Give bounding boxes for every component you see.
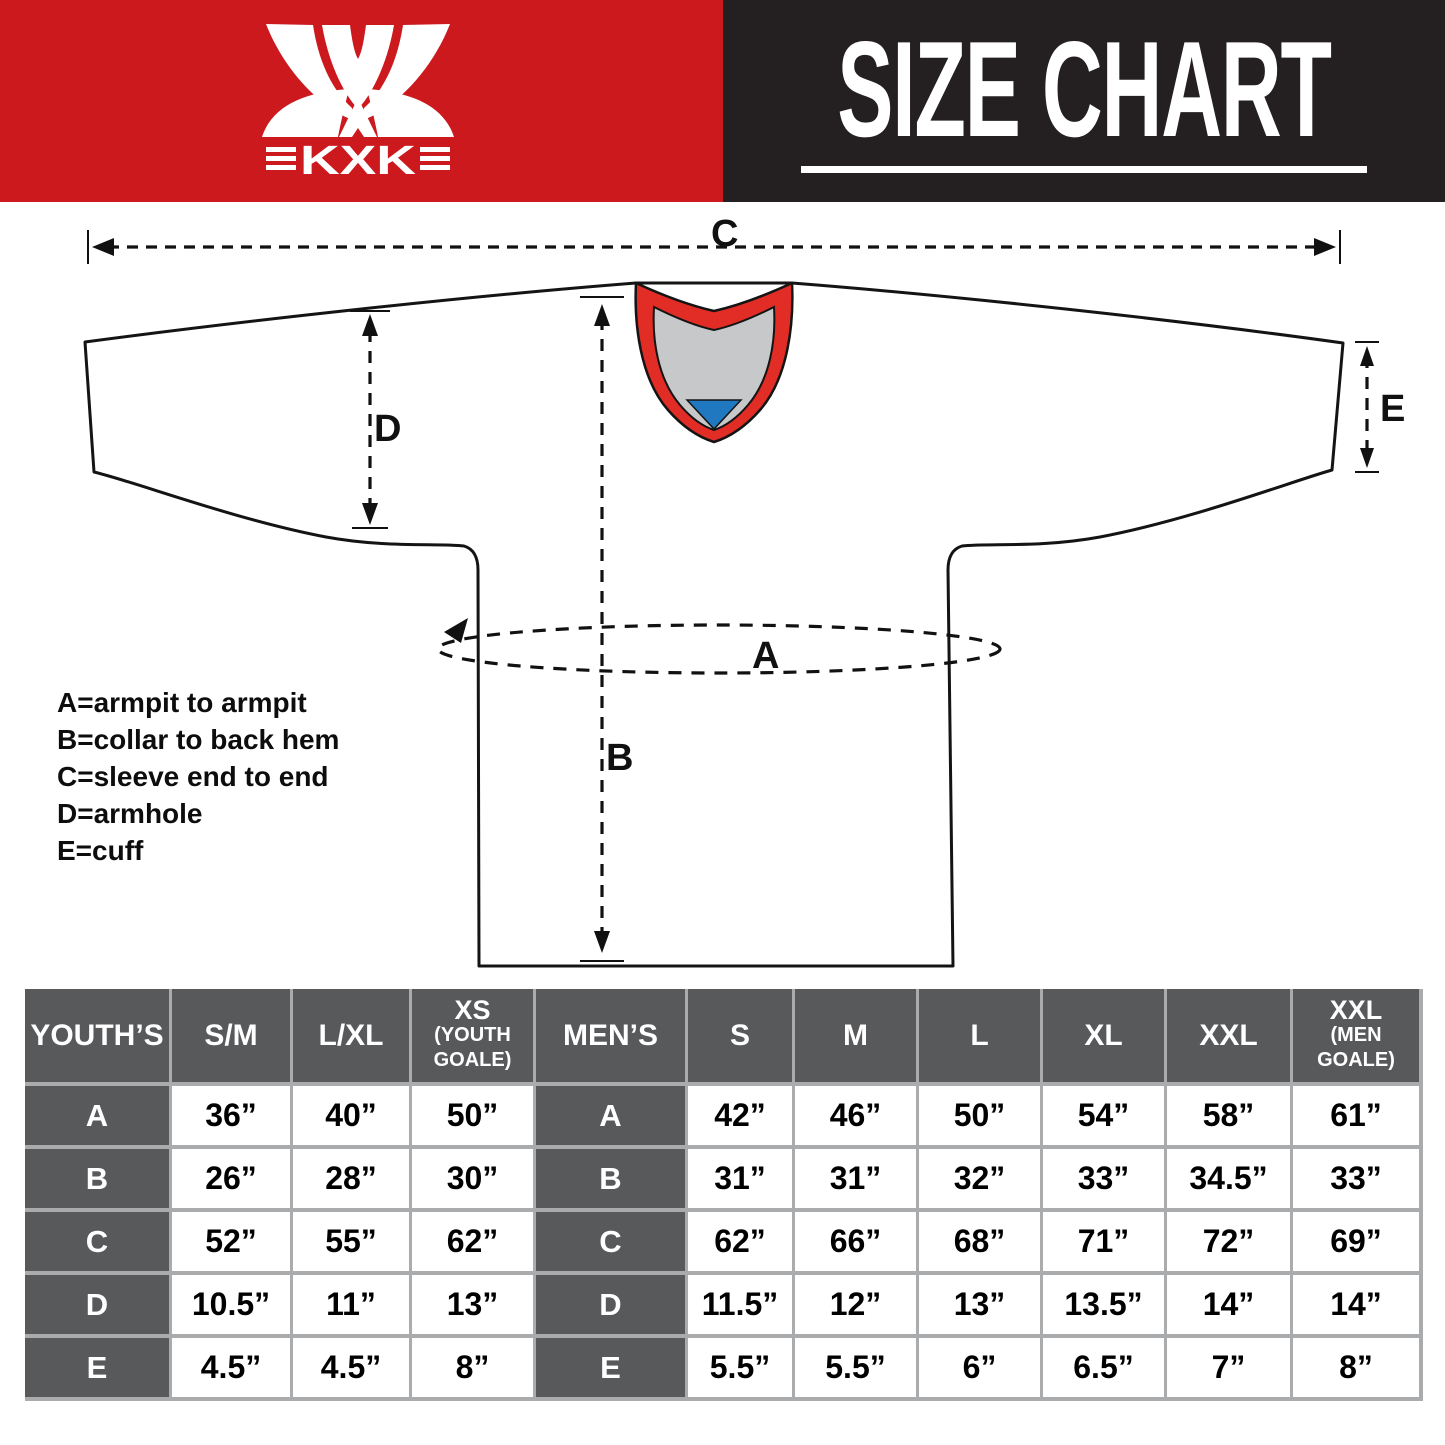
youth-row-label: E (25, 1338, 169, 1397)
jersey-outline (83, 281, 1345, 968)
men-size-header: XXL (1167, 989, 1290, 1082)
youth-size-header: S/M (172, 989, 290, 1082)
size-cell: 11.5” (688, 1275, 792, 1334)
size-cell: 58” (1167, 1086, 1290, 1145)
size-cell: 33” (1043, 1149, 1164, 1208)
men-group-header: MEN’S (536, 989, 685, 1082)
size-cell: 13.5” (1043, 1275, 1164, 1334)
youth-row-label: C (25, 1212, 169, 1271)
size-cell: 4.5” (293, 1338, 409, 1397)
size-cell: 33” (1293, 1149, 1419, 1208)
youth-row-label: B (25, 1149, 169, 1208)
measure-arrow-d (350, 310, 390, 529)
size-cell: 72” (1167, 1212, 1290, 1271)
top-banner: KXK SIZE CHART (0, 0, 1445, 202)
size-cell: 62” (412, 1212, 533, 1271)
size-cell: 5.5” (688, 1338, 792, 1397)
jersey-measurement-diagram: C D B E (83, 213, 1405, 968)
youth-row-label: A (25, 1086, 169, 1145)
size-cell: 6.5” (1043, 1338, 1164, 1397)
youth-goalie-size: XS (454, 995, 491, 1025)
legend-line-e: E=cuff (57, 835, 144, 866)
size-cell: 13” (919, 1275, 1040, 1334)
size-cell: 14” (1293, 1275, 1419, 1334)
size-table: YOUTH’S S/M L/XL XS (YOUTH GOALE) MEN’S … (25, 989, 1423, 1401)
size-cell: 14” (1167, 1275, 1290, 1334)
size-cell: 36” (172, 1086, 290, 1145)
size-cell: 68” (919, 1212, 1040, 1271)
men-row-label: A (536, 1086, 685, 1145)
men-row-label: E (536, 1338, 685, 1397)
size-cell: 30” (412, 1149, 533, 1208)
legend-line-c: C=sleeve end to end (57, 761, 329, 792)
men-goalie-size: XXL (1329, 995, 1383, 1025)
size-cell: 42” (688, 1086, 792, 1145)
size-cell: 12” (795, 1275, 916, 1334)
size-cell: 10.5” (172, 1275, 290, 1334)
measure-label-c: C (711, 213, 738, 255)
measure-ellipse-a (436, 618, 1002, 675)
size-cell: 62” (688, 1212, 792, 1271)
legend-line-d: D=armhole (57, 798, 203, 829)
size-cell: 11” (293, 1275, 409, 1334)
size-cell: 46” (795, 1086, 916, 1145)
youth-goalie-note: (YOUTH GOALE) (433, 1024, 512, 1071)
size-cell: 31” (795, 1149, 916, 1208)
size-cell: 71” (1043, 1212, 1164, 1271)
kxk-logo-icon: KXK (262, 24, 454, 183)
size-cell: 8” (412, 1338, 533, 1397)
collar-blue-insert (685, 399, 743, 431)
measure-arrow-c (87, 230, 1341, 264)
youth-goalie-header: XS (YOUTH GOALE) (412, 989, 533, 1082)
men-goalie-note: (MEN GOALE) (1317, 1024, 1395, 1071)
measure-arrow-b (580, 296, 624, 962)
men-goalie-header: XXL (MEN GOALE) (1293, 989, 1419, 1082)
size-cell: 55” (293, 1212, 409, 1271)
youth-group-header: YOUTH’S (25, 989, 169, 1082)
size-cell: 54” (1043, 1086, 1164, 1145)
size-cell: 6” (919, 1338, 1040, 1397)
men-size-header: XL (1043, 989, 1164, 1082)
size-cell: 5.5” (795, 1338, 916, 1397)
measure-label-d: D (374, 408, 401, 450)
size-cell: 66” (795, 1212, 916, 1271)
youth-size-header: L/XL (293, 989, 409, 1082)
brand-banner: KXK (0, 0, 723, 202)
page-title: SIZE CHART (837, 12, 1332, 165)
title-underline (801, 166, 1367, 174)
size-cell: 50” (919, 1086, 1040, 1145)
men-size-header: L (919, 989, 1040, 1082)
men-row-label: B (536, 1149, 685, 1208)
measure-label-e: E (1380, 388, 1405, 430)
measure-label-a: A (752, 635, 779, 677)
size-cell: 28” (293, 1149, 409, 1208)
measurement-legend: A=armpit to armpit B=collar to back hem … (57, 684, 339, 869)
size-cell: 50” (412, 1086, 533, 1145)
size-cell: 7” (1167, 1338, 1290, 1397)
size-cell: 13” (412, 1275, 533, 1334)
legend-line-b: B=collar to back hem (57, 724, 340, 755)
size-cell: 4.5” (172, 1338, 290, 1397)
youth-row-label: D (25, 1275, 169, 1334)
measure-label-b: B (606, 737, 633, 779)
measure-arrow-e (1355, 341, 1379, 473)
collar-inner-gray (652, 305, 776, 432)
size-cell: 8” (1293, 1338, 1419, 1397)
brand-wordmark: KXK (300, 137, 417, 183)
size-cell: 61” (1293, 1086, 1419, 1145)
size-cell: 40” (293, 1086, 409, 1145)
size-cell: 69” (1293, 1212, 1419, 1271)
size-cell: 34.5” (1167, 1149, 1290, 1208)
legend-line-a: A=armpit to armpit (57, 687, 307, 718)
men-row-label: C (536, 1212, 685, 1271)
title-banner: SIZE CHART (723, 0, 1445, 202)
size-cell: 26” (172, 1149, 290, 1208)
men-size-header: S (688, 989, 792, 1082)
size-cell: 31” (688, 1149, 792, 1208)
size-cell: 32” (919, 1149, 1040, 1208)
men-size-header: M (795, 989, 916, 1082)
men-row-label: D (536, 1275, 685, 1334)
size-cell: 52” (172, 1212, 290, 1271)
